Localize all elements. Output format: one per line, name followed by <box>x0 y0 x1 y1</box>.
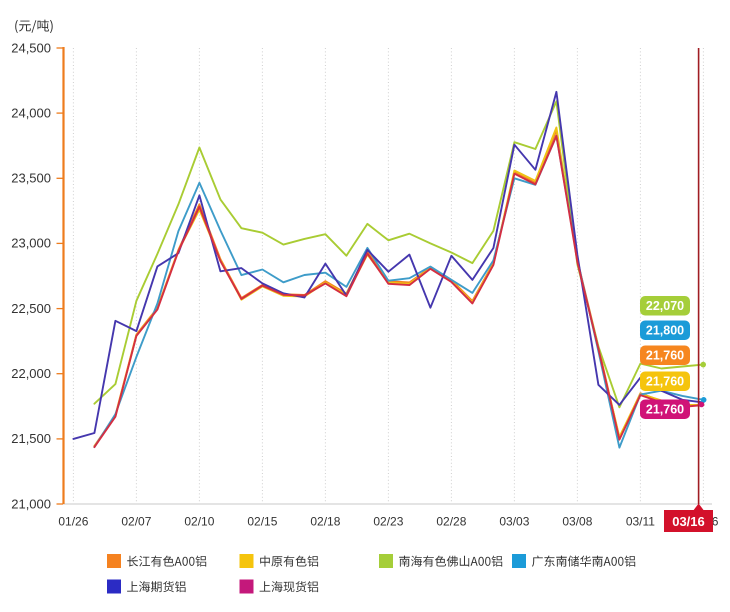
svg-text:03/16: 03/16 <box>672 514 705 529</box>
svg-text:22,000: 22,000 <box>11 366 51 381</box>
svg-text:02/07: 02/07 <box>121 515 151 529</box>
svg-text:03/11: 03/11 <box>626 515 655 529</box>
svg-text:21,760: 21,760 <box>646 403 684 417</box>
svg-text:02/15: 02/15 <box>247 515 277 529</box>
svg-text:03/03: 03/03 <box>499 515 529 529</box>
svg-text:21,800: 21,800 <box>646 324 684 338</box>
svg-text:21,760: 21,760 <box>646 349 684 363</box>
svg-text:24,000: 24,000 <box>11 105 51 120</box>
svg-text:22,070: 22,070 <box>646 299 684 313</box>
svg-text:01/26: 01/26 <box>58 515 88 529</box>
svg-text:02/10: 02/10 <box>184 515 214 529</box>
svg-text:21,500: 21,500 <box>11 431 51 446</box>
svg-text:21,000: 21,000 <box>11 496 51 511</box>
svg-text:02/18: 02/18 <box>310 515 340 529</box>
svg-text:03/08: 03/08 <box>562 515 592 529</box>
svg-text:22,500: 22,500 <box>11 301 51 316</box>
svg-text:21,760: 21,760 <box>646 375 684 389</box>
svg-text:23,500: 23,500 <box>11 171 51 186</box>
svg-text:02/28: 02/28 <box>436 515 466 529</box>
svg-text:24,500: 24,500 <box>11 40 51 55</box>
svg-text:23,000: 23,000 <box>11 236 51 251</box>
svg-text:02/23: 02/23 <box>373 515 403 529</box>
